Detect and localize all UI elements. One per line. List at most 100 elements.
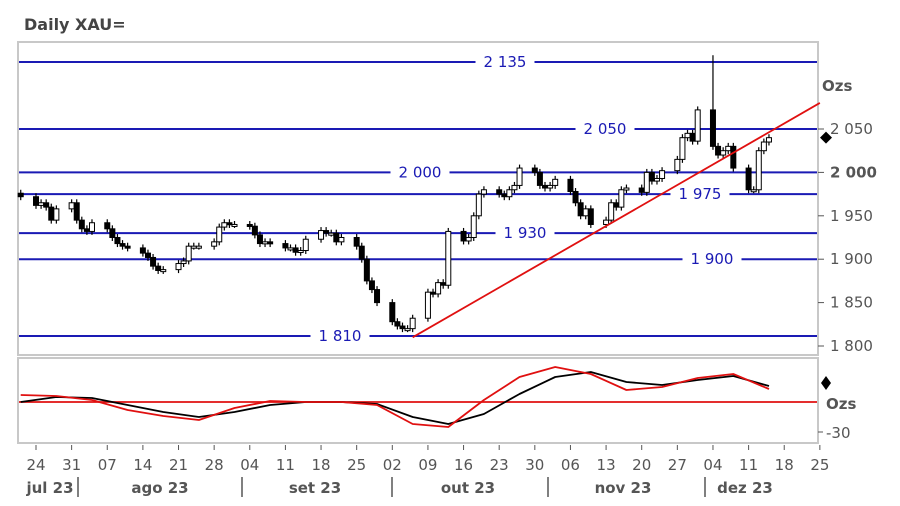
candle <box>659 167 666 182</box>
candle-body <box>694 109 701 142</box>
x-tick-label: 14 <box>133 456 152 474</box>
x-tick-label: 23 <box>490 456 509 474</box>
candle <box>435 279 442 298</box>
y-tick-label: 1 950 <box>830 207 873 225</box>
candle <box>73 199 80 224</box>
candle-body <box>730 145 737 169</box>
candle <box>267 238 274 248</box>
candle-body <box>399 325 406 330</box>
x-tick-label: 07 <box>98 456 117 474</box>
candle <box>150 253 157 270</box>
candle <box>613 199 620 211</box>
x-tick-label: 06 <box>561 456 580 474</box>
candle <box>363 255 370 285</box>
candle <box>745 164 752 194</box>
x-tick-label: 04 <box>703 456 722 474</box>
candle <box>424 288 431 322</box>
candle-body <box>38 202 45 206</box>
y-tick-label: 2 050 <box>830 120 873 138</box>
candle-body <box>363 258 370 282</box>
candle-body <box>256 234 263 245</box>
candle <box>48 203 55 224</box>
candle <box>124 242 131 252</box>
candle-body <box>435 282 442 295</box>
price-unit-label: Ozs <box>822 77 852 95</box>
candle <box>608 199 615 224</box>
candle <box>53 205 60 224</box>
price-levels: 2 135 2 050 2 000 1 975 1 930 1 900 1 810 <box>19 53 817 345</box>
candle <box>358 242 365 263</box>
candle <box>185 242 192 265</box>
candle <box>109 225 116 241</box>
candle-body <box>715 145 722 156</box>
candle <box>511 181 518 194</box>
candle <box>256 231 263 248</box>
y-tick-label: 2 000 <box>830 163 877 181</box>
x-tick-label: 31 <box>62 456 81 474</box>
candle-body <box>440 282 447 286</box>
candle-body <box>613 202 620 208</box>
x-tick-label: 04 <box>240 456 259 474</box>
candle-body <box>470 215 477 239</box>
x-tick-label: 30 <box>525 456 544 474</box>
x-tick-label: 25 <box>810 456 829 474</box>
candle-body <box>516 167 523 186</box>
candle <box>246 221 253 230</box>
candle <box>730 142 737 172</box>
candle <box>78 216 85 233</box>
candle <box>338 234 345 246</box>
candle-body <box>78 219 85 230</box>
x-tick-label: 27 <box>668 456 687 474</box>
candle-body <box>104 222 111 230</box>
candle-body <box>582 208 589 217</box>
candle-body <box>318 230 325 240</box>
candle-body <box>119 243 126 247</box>
oscillator-unit-label: Ozs <box>826 395 856 413</box>
candle <box>302 235 309 254</box>
candle <box>643 168 650 196</box>
candle-body <box>755 150 762 191</box>
candle-body <box>190 245 197 249</box>
candle <box>536 168 543 189</box>
candle-body <box>338 237 345 243</box>
candles <box>17 55 772 333</box>
candle <box>292 244 299 256</box>
x-tick-label: 11 <box>276 456 295 474</box>
candle-body <box>765 137 772 143</box>
candle <box>582 205 589 220</box>
oscillator <box>19 366 831 433</box>
candle-body <box>88 222 95 232</box>
oscillator-last-marker <box>821 376 831 390</box>
candle <box>353 234 360 250</box>
candle <box>506 186 513 201</box>
candle <box>531 164 538 176</box>
candle-body <box>577 202 584 217</box>
oscillator-line <box>20 371 770 425</box>
trendline-layer <box>412 102 821 339</box>
candle-body <box>333 232 340 243</box>
trendline <box>412 102 821 339</box>
candle-body <box>195 245 202 249</box>
candle <box>144 249 151 261</box>
candle-body <box>659 170 666 179</box>
candle <box>323 227 330 237</box>
candle <box>231 221 238 228</box>
x-tick-label: 13 <box>597 456 616 474</box>
candle <box>328 229 335 237</box>
candle-body <box>542 184 548 189</box>
candle-body <box>750 189 757 193</box>
oscillator-tick-label: -30 <box>826 424 851 442</box>
candle-body <box>648 171 655 182</box>
x-tick-label: 21 <box>169 456 188 474</box>
level-label: 2 135 <box>484 53 527 71</box>
x-tick-label: 18 <box>311 456 330 474</box>
level-label: 1 975 <box>679 185 722 203</box>
candle <box>399 322 406 333</box>
candle-body <box>501 193 508 198</box>
candle <box>190 242 197 250</box>
candle <box>318 227 325 243</box>
candle <box>567 175 574 195</box>
candle <box>175 260 182 274</box>
candle <box>501 190 508 201</box>
candle <box>709 55 716 150</box>
